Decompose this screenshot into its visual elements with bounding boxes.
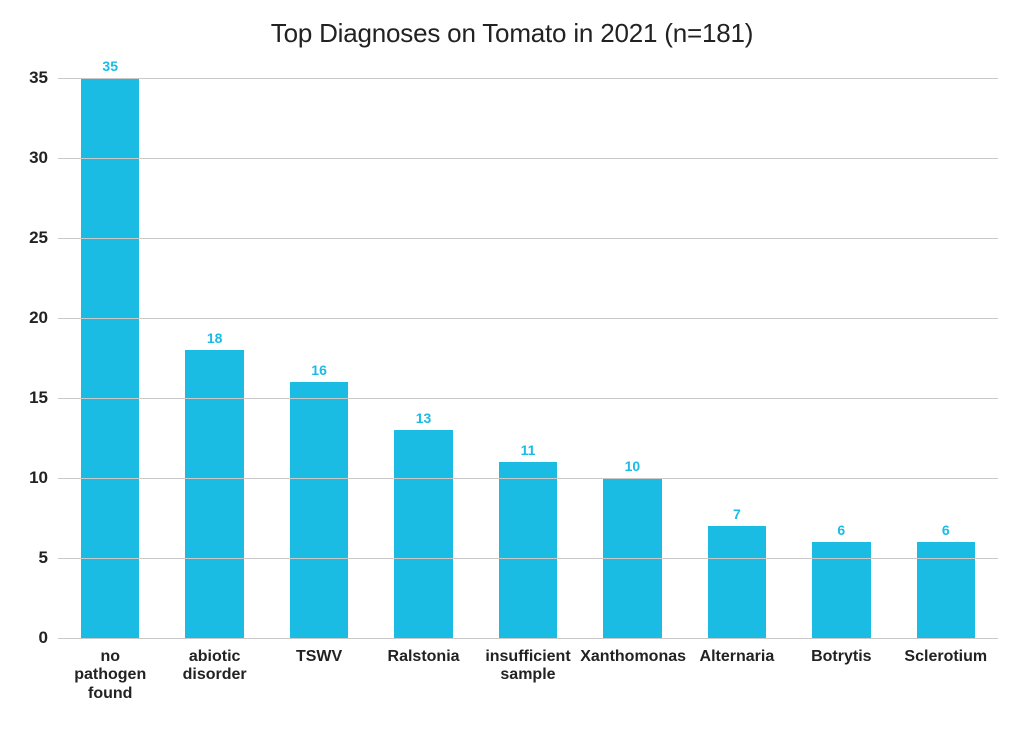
bar-slot: 35nopathogenfound: [58, 78, 162, 638]
x-tick-label: abioticdisorder: [162, 638, 266, 685]
bar: [708, 526, 766, 638]
gridline: [58, 238, 998, 239]
y-tick-label: 15: [10, 388, 58, 408]
bar: [812, 542, 870, 638]
bar-slot: 10Xanthomonas: [580, 78, 684, 638]
y-tick-label: 30: [10, 148, 58, 168]
bar-value-label: 16: [267, 362, 371, 378]
bar: [394, 430, 452, 638]
bar-chart: Top Diagnoses on Tomato in 2021 (n=181) …: [0, 0, 1024, 744]
bar-value-label: 10: [580, 458, 684, 474]
gridline: [58, 78, 998, 79]
y-tick-label: 35: [10, 68, 58, 88]
bar-value-label: 35: [58, 58, 162, 74]
bar-slot: 7Alternaria: [685, 78, 789, 638]
bar-slot: 18abioticdisorder: [162, 78, 266, 638]
bar-value-label: 13: [371, 410, 475, 426]
y-tick-label: 25: [10, 228, 58, 248]
gridline: [58, 398, 998, 399]
x-tick-label: insufficientsample: [476, 638, 580, 685]
x-tick-label: Botrytis: [789, 638, 893, 666]
bar-value-label: 6: [789, 522, 893, 538]
gridline: [58, 478, 998, 479]
bar-value-label: 7: [685, 506, 789, 522]
gridline: [58, 318, 998, 319]
bar-slot: 11insufficientsample: [476, 78, 580, 638]
bar-slot: 6Botrytis: [789, 78, 893, 638]
gridline: [58, 638, 998, 639]
bar-value-label: 18: [162, 330, 266, 346]
plot-area: 35nopathogenfound18abioticdisorder16TSWV…: [58, 78, 998, 638]
bar: [185, 350, 243, 638]
x-tick-label: Ralstonia: [371, 638, 475, 666]
x-tick-label: Alternaria: [685, 638, 789, 666]
y-tick-label: 0: [10, 628, 58, 648]
bar-slot: 16TSWV: [267, 78, 371, 638]
bar: [917, 542, 975, 638]
x-tick-label: nopathogenfound: [58, 638, 162, 703]
bar: [499, 462, 557, 638]
x-tick-label: TSWV: [267, 638, 371, 666]
y-tick-label: 20: [10, 308, 58, 328]
y-tick-label: 5: [10, 548, 58, 568]
y-tick-label: 10: [10, 468, 58, 488]
gridline: [58, 558, 998, 559]
bars-layer: 35nopathogenfound18abioticdisorder16TSWV…: [58, 78, 998, 638]
bar-slot: 6Sclerotium: [894, 78, 998, 638]
chart-title: Top Diagnoses on Tomato in 2021 (n=181): [0, 18, 1024, 49]
bar-value-label: 11: [476, 442, 580, 458]
bar-slot: 13Ralstonia: [371, 78, 475, 638]
bar: [81, 78, 139, 638]
x-tick-label: Xanthomonas: [580, 638, 684, 666]
bar-value-label: 6: [894, 522, 998, 538]
x-tick-label: Sclerotium: [894, 638, 998, 666]
gridline: [58, 158, 998, 159]
bar: [290, 382, 348, 638]
